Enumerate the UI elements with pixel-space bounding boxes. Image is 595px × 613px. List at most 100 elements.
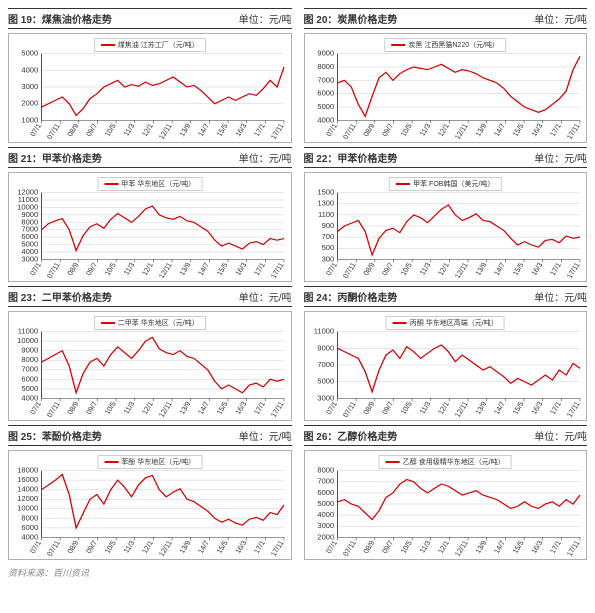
svg-text:14000: 14000: [17, 485, 38, 494]
svg-text:08/9: 08/9: [65, 261, 81, 277]
svg-text:15/5: 15/5: [510, 261, 526, 277]
chart-area: 丙酮 华东地区高端（元/吨）30005000700090001100007/10…: [304, 311, 588, 421]
svg-text:11000: 11000: [18, 327, 38, 336]
svg-text:12000: 12000: [17, 495, 38, 504]
svg-text:07/11: 07/11: [340, 122, 357, 141]
svg-text:18000: 18000: [17, 466, 38, 475]
svg-text:17/11: 17/11: [268, 122, 285, 141]
chart-legend: 乙醇 食用级精华东地区（元/吨）: [379, 455, 512, 469]
chart-legend: 丙酮 华东地区高端（元/吨）: [386, 316, 505, 330]
svg-text:16/3: 16/3: [528, 400, 544, 416]
svg-text:17/1: 17/1: [252, 261, 268, 277]
svg-text:6000: 6000: [21, 232, 38, 241]
svg-text:08/9: 08/9: [361, 400, 377, 416]
svg-text:11/3: 11/3: [417, 400, 432, 415]
chart-unit: 单位：元/吨: [534, 150, 587, 165]
svg-text:12/1: 12/1: [140, 122, 156, 138]
chart-title: 图 21：甲苯价格走势: [8, 150, 102, 165]
svg-text:10/5: 10/5: [398, 400, 414, 416]
svg-text:16/3: 16/3: [233, 539, 249, 555]
chart-cell-1: 图 20：炭黑价格走势单位：元/吨炭黑 江西黑猫N220（元/吨）4000500…: [304, 8, 588, 143]
svg-text:12000: 12000: [17, 188, 38, 197]
svg-text:3000: 3000: [21, 82, 38, 91]
svg-text:17/11: 17/11: [268, 400, 285, 419]
svg-text:7000: 7000: [317, 76, 334, 85]
svg-text:14/7: 14/7: [491, 400, 507, 416]
svg-text:07/11: 07/11: [340, 261, 357, 280]
svg-text:13/9: 13/9: [473, 400, 489, 416]
chart-title: 图 23：二甲苯价格走势: [8, 289, 112, 304]
svg-text:6000: 6000: [21, 375, 38, 384]
svg-text:07/11: 07/11: [45, 261, 62, 280]
svg-text:11/3: 11/3: [417, 122, 432, 137]
svg-text:17/11: 17/11: [564, 261, 581, 280]
chart-cell-4: 图 23：二甲苯价格走势单位：元/吨二甲苯 华东地区（元/吨）400050006…: [8, 286, 292, 421]
svg-text:08/9: 08/9: [361, 122, 377, 138]
chart-area: 二甲苯 华东地区（元/吨）400050006000700080009000100…: [8, 311, 292, 421]
svg-text:17/1: 17/1: [547, 400, 563, 416]
svg-text:13/9: 13/9: [473, 539, 489, 555]
chart-cell-2: 图 21：甲苯价格走势单位：元/吨甲苯 华东地区（元/吨）30004000500…: [8, 147, 292, 282]
svg-text:16/3: 16/3: [233, 261, 249, 277]
svg-text:1300: 1300: [317, 199, 334, 208]
chart-cell-3: 图 22：甲苯价格走势单位：元/吨甲苯 FOB韩国（美元/吨）300500700…: [304, 147, 588, 282]
chart-legend: 炭黑 江西黑猫N220（元/吨）: [384, 38, 506, 52]
svg-text:6000: 6000: [21, 523, 38, 532]
svg-text:16/3: 16/3: [528, 261, 544, 277]
svg-text:07/11: 07/11: [45, 400, 62, 419]
svg-text:14/7: 14/7: [196, 400, 212, 416]
svg-text:4000: 4000: [21, 247, 38, 256]
svg-text:13/9: 13/9: [177, 122, 193, 138]
svg-text:17/1: 17/1: [547, 122, 563, 138]
svg-text:12/11: 12/11: [157, 539, 174, 558]
svg-text:08/9: 08/9: [65, 122, 81, 138]
svg-text:9000: 9000: [21, 346, 38, 355]
svg-text:17/11: 17/11: [564, 539, 581, 558]
chart-legend: 煤焦油 江苏工厂（元/吨）: [94, 38, 206, 52]
chart-title: 图 22：甲苯价格走势: [304, 150, 398, 165]
svg-text:4000: 4000: [317, 510, 334, 519]
svg-text:10/5: 10/5: [102, 261, 118, 277]
svg-text:15/5: 15/5: [214, 122, 230, 138]
svg-text:07/11: 07/11: [45, 122, 62, 141]
svg-text:07/1: 07/1: [323, 539, 339, 555]
svg-text:10000: 10000: [17, 504, 38, 513]
chart-unit: 单位：元/吨: [239, 150, 292, 165]
svg-text:11/3: 11/3: [121, 261, 136, 276]
svg-text:07/11: 07/11: [340, 539, 357, 558]
svg-text:12/11: 12/11: [452, 539, 469, 558]
svg-text:10000: 10000: [17, 336, 38, 345]
svg-text:1500: 1500: [317, 188, 334, 197]
svg-text:13/9: 13/9: [177, 400, 193, 416]
svg-text:08/9: 08/9: [361, 539, 377, 555]
svg-text:15/5: 15/5: [214, 400, 230, 416]
svg-text:11/3: 11/3: [121, 539, 136, 554]
svg-text:14/7: 14/7: [196, 539, 212, 555]
svg-text:11000: 11000: [313, 327, 333, 336]
svg-text:4000: 4000: [21, 66, 38, 75]
chart-cell-0: 图 19：煤焦油价格走势单位：元/吨煤焦油 江苏工厂（元/吨）100020003…: [8, 8, 292, 143]
svg-text:14/7: 14/7: [491, 122, 507, 138]
svg-text:17/1: 17/1: [252, 122, 268, 138]
svg-text:9000: 9000: [317, 344, 334, 353]
svg-text:12/11: 12/11: [157, 400, 174, 419]
svg-text:07/1: 07/1: [28, 261, 44, 277]
chart-area: 苯酚 华东地区（元/吨）4000600080001000012000140001…: [8, 450, 292, 560]
chart-title: 图 19：煤焦油价格走势: [8, 11, 112, 26]
svg-text:14/7: 14/7: [491, 539, 507, 555]
svg-text:900: 900: [321, 221, 334, 230]
chart-area: 煤焦油 江苏工厂（元/吨）1000200030004000500007/107/…: [8, 33, 292, 143]
svg-text:16/3: 16/3: [233, 400, 249, 416]
svg-text:17/1: 17/1: [547, 539, 563, 555]
chart-cell-6: 图 25：苯酚价格走势单位：元/吨苯酚 华东地区（元/吨）40006000800…: [8, 425, 292, 560]
svg-text:09/7: 09/7: [84, 400, 100, 416]
chart-legend: 二甲苯 华东地区（元/吨）: [94, 316, 206, 330]
svg-text:8000: 8000: [317, 466, 334, 475]
svg-text:10/5: 10/5: [398, 539, 414, 555]
svg-text:9000: 9000: [21, 210, 38, 219]
chart-area: 甲苯 FOB韩国（美元/吨）30050070090011001300150007…: [304, 172, 588, 282]
svg-text:12/1: 12/1: [140, 539, 156, 555]
svg-text:500: 500: [321, 244, 334, 253]
svg-text:8000: 8000: [21, 218, 38, 227]
svg-text:7000: 7000: [21, 225, 38, 234]
